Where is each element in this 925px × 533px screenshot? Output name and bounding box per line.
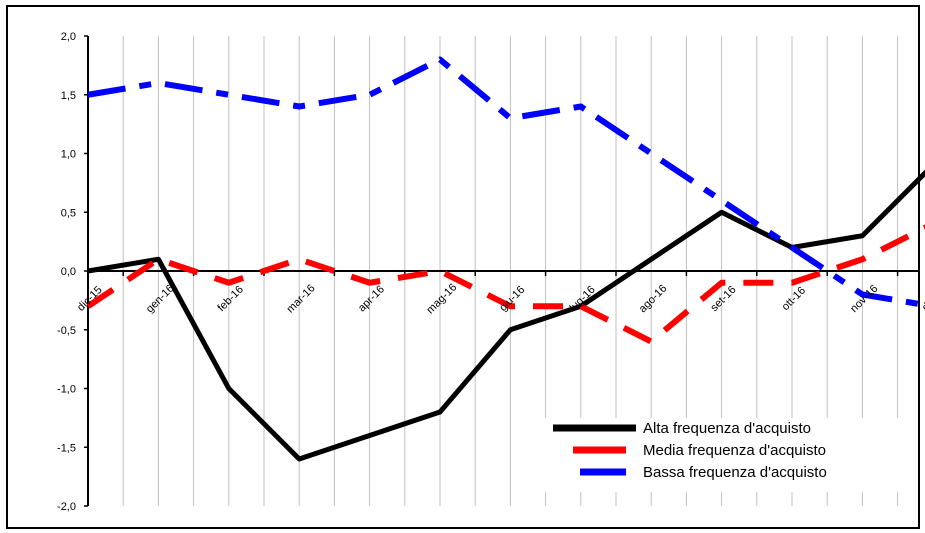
legend-label: Alta frequenza d'acquisto — [643, 420, 811, 437]
legend-label: Bassa frequenza d'acquisto — [643, 464, 827, 481]
y-tick-label: 0,0 — [61, 266, 76, 278]
legend-label: Media frequenza d'acquisto — [643, 442, 826, 459]
y-tick-label: 2,0 — [61, 31, 76, 43]
y-tick-label: 0,5 — [61, 207, 76, 219]
y-tick-label: -1,5 — [57, 442, 76, 454]
y-tick-label: -2,0 — [57, 501, 76, 513]
x-tick-label: dic-16 — [920, 284, 925, 314]
legend: Alta frequenza d'acquisto Media frequenza… — [537, 418, 907, 492]
y-tick-label: 1,0 — [61, 149, 76, 161]
y-tick-label: 1,5 — [61, 90, 76, 102]
y-tick-label: -0,5 — [57, 325, 76, 337]
y-tick-label: -1,0 — [57, 384, 76, 396]
